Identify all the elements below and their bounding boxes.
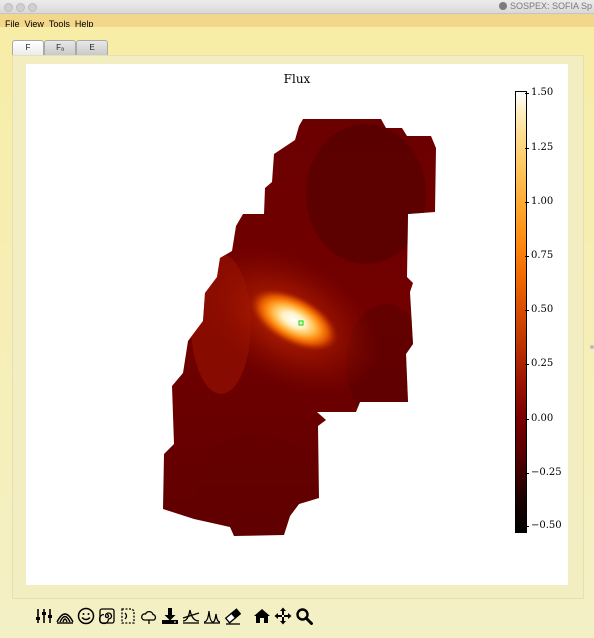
sliders-icon[interactable]	[34, 606, 54, 626]
pan-icon[interactable]	[273, 606, 293, 626]
tab-e[interactable]: E	[76, 40, 108, 55]
colorbar-tick-label: 0.50	[531, 304, 554, 315]
colorbar-tick	[525, 419, 529, 420]
line-fit-icon[interactable]	[181, 606, 201, 626]
contour-icon[interactable]	[55, 606, 75, 626]
menu-help[interactable]: Help	[74, 19, 94, 29]
peak-fit-icon[interactable]	[202, 606, 222, 626]
resize-handle[interactable]	[590, 345, 594, 349]
app-icon	[498, 2, 507, 10]
cloud-icon[interactable]	[139, 606, 159, 626]
close-window-button[interactable]	[4, 3, 13, 12]
colorbar-tick-label: −0.25	[531, 467, 562, 478]
colorbar-tick-label: −0.50	[531, 520, 562, 531]
colorbar-tick	[525, 93, 529, 94]
tab-bar: F Fₐ E	[12, 40, 108, 55]
window-title: SOSPEX: SOFIA Sp	[498, 0, 592, 13]
colorbar-tick-label: 0.75	[531, 250, 554, 261]
plot-title: Flux	[283, 72, 311, 86]
eraser-icon[interactable]	[223, 606, 243, 626]
smiley-icon[interactable]	[76, 606, 96, 626]
download-icon[interactable]	[160, 606, 180, 626]
zoom-icon[interactable]	[294, 606, 314, 626]
minimize-window-button[interactable]	[16, 3, 25, 12]
home-icon[interactable]	[252, 606, 272, 626]
toolbar	[34, 605, 315, 627]
colorbar-tick-label: 1.50	[531, 87, 554, 98]
colorbar-tick	[525, 473, 529, 474]
colorbar-tick	[525, 526, 529, 527]
colorbar-tick-label: 0.00	[531, 413, 554, 424]
colorbar-tick	[525, 364, 529, 365]
note-icon[interactable]	[118, 606, 138, 626]
menu-file[interactable]: File	[5, 19, 20, 29]
plot-canvas[interactable]: Flux	[26, 64, 568, 585]
cursor-marker	[298, 320, 304, 326]
colorbar-tick	[525, 148, 529, 149]
colorbar-tick-label: 1.25	[531, 142, 554, 153]
flux-map[interactable]	[26, 64, 568, 585]
colorbar-tick-label: 1.00	[531, 196, 554, 207]
menu-bar: File View Tools Help	[0, 14, 594, 29]
menu-view[interactable]: View	[24, 19, 44, 29]
colorbar-tick-label: 0.25	[531, 358, 554, 369]
spiral-icon[interactable]	[97, 606, 117, 626]
colorbar	[515, 91, 527, 533]
title-bar: SOSPEX: SOFIA Sp	[0, 0, 594, 14]
tab-flux[interactable]: F	[12, 40, 44, 55]
colorbar-tick	[525, 256, 529, 257]
window-title-text: SOSPEX: SOFIA Sp	[509, 1, 592, 11]
colorbar-tick	[525, 310, 529, 311]
tab-flux-a[interactable]: Fₐ	[44, 40, 76, 55]
menu-tools[interactable]: Tools	[48, 19, 70, 29]
zoom-window-button[interactable]	[28, 3, 37, 12]
colorbar-tick	[525, 202, 529, 203]
